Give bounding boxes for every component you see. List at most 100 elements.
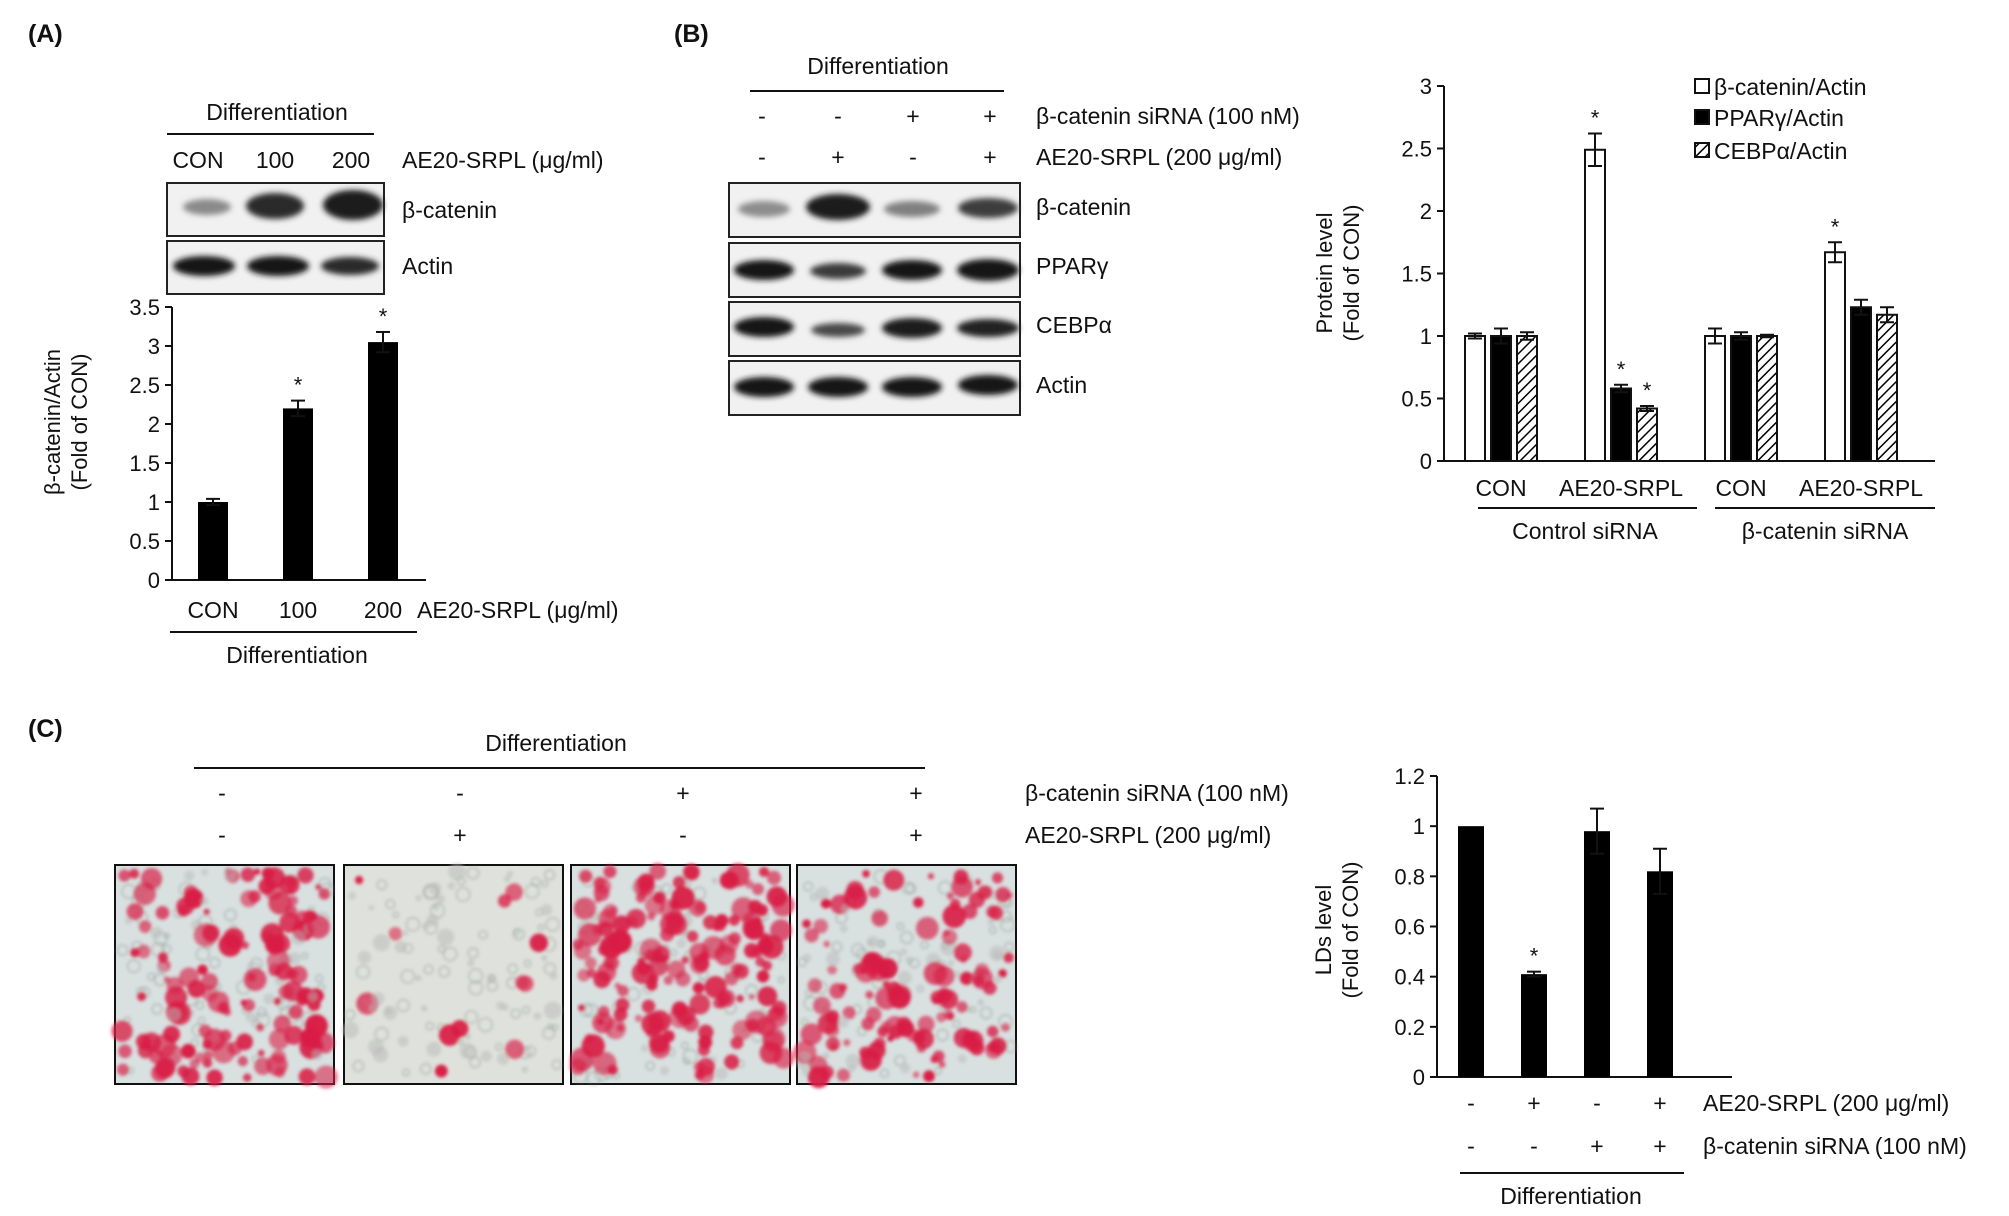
micrograph-droplet xyxy=(669,899,681,910)
micrograph-droplet xyxy=(592,1012,614,1034)
micrograph-droplet xyxy=(946,892,954,900)
chart-c-bar xyxy=(1647,871,1673,1077)
panel-b-differentiation-label: Differentiation xyxy=(807,53,949,79)
micrograph-droplet xyxy=(291,930,306,946)
micrograph-droplet xyxy=(603,955,620,971)
micrograph-droplet xyxy=(715,1067,728,1081)
micrograph-droplet xyxy=(845,1053,860,1069)
micrograph-droplet xyxy=(133,882,156,906)
micrograph-droplet xyxy=(698,1024,714,1040)
micrograph-droplet xyxy=(285,876,297,889)
micrograph-droplet xyxy=(913,1028,934,1050)
micrograph-cell xyxy=(466,866,480,880)
micrograph-droplet xyxy=(736,994,744,1003)
micrograph-droplet xyxy=(593,885,610,902)
micrograph-droplet xyxy=(253,868,261,875)
micrograph-droplet xyxy=(967,1038,979,1050)
micrograph-droplet xyxy=(649,862,667,880)
micrograph-droplet xyxy=(1003,952,1014,963)
micrograph-droplet xyxy=(198,1024,212,1038)
micrograph-droplet xyxy=(758,866,770,878)
micrograph-droplet xyxy=(529,933,549,953)
panel-c-sirna-sign-3: + xyxy=(676,780,689,806)
micrograph-droplet xyxy=(402,929,409,937)
micrograph-droplet xyxy=(938,1061,946,1069)
chart-a-x-label: AE20-SRPL (μg/ml) xyxy=(417,597,619,623)
micrograph-droplet xyxy=(974,878,982,886)
micrograph-droplet xyxy=(865,990,874,999)
micrograph-droplet xyxy=(263,993,275,1005)
micrograph-cell xyxy=(127,959,141,973)
panel-b-ae-label: AE20-SRPL (200 μg/ml) xyxy=(1036,144,1282,170)
micrograph-cell xyxy=(978,999,984,1005)
micrograph-droplet xyxy=(757,986,778,1007)
panel-a-blot-actin xyxy=(166,240,385,295)
micrograph-droplet xyxy=(288,895,299,906)
chart-c-sign: - xyxy=(1530,1133,1538,1159)
micrograph-droplet xyxy=(288,1004,304,1020)
micrograph-droplet xyxy=(116,1063,130,1076)
micrograph-cell xyxy=(224,908,237,922)
chart-b-x-tick-label: AE20-SRPL xyxy=(1799,475,1923,501)
chart-b-bar xyxy=(1610,387,1632,462)
micrograph-cell xyxy=(465,1033,471,1040)
panel-b-band-label-ppar: PPARγ xyxy=(1036,253,1109,279)
chart-a-y-tick-label: 0 xyxy=(148,568,160,593)
micrograph-droplet xyxy=(820,1065,834,1079)
micrograph-cell xyxy=(438,965,451,978)
micrograph-cell xyxy=(800,1018,809,1026)
micrograph-droplet xyxy=(304,1014,328,1038)
micrograph-droplet xyxy=(394,940,408,954)
panel-c-sirna-sign-1: - xyxy=(218,780,226,806)
micrograph-droplet xyxy=(203,1050,213,1061)
micrograph-droplet xyxy=(197,964,208,975)
micrograph-droplet xyxy=(287,887,294,895)
micrograph-droplet xyxy=(836,1015,849,1029)
micrograph-droplet xyxy=(581,1034,605,1058)
chart-b-y-tick-label: 1.5 xyxy=(1401,262,1432,287)
micrograph-cell xyxy=(584,1003,599,1018)
chart-b-x-tick-label: CON xyxy=(1715,475,1766,501)
micrograph-droplet xyxy=(676,938,687,949)
chart-b-x-tick-label: CON xyxy=(1475,475,1526,501)
micrograph-cell xyxy=(356,965,371,979)
micrograph-cell xyxy=(901,881,915,895)
micrograph-cell xyxy=(521,1006,531,1015)
micrograph-droplet xyxy=(899,1062,911,1074)
panel-c-ae-sign-4: + xyxy=(909,822,922,848)
micrograph-droplet xyxy=(206,1069,223,1086)
micrograph-droplet xyxy=(157,952,168,963)
micrograph-cell xyxy=(645,1061,655,1071)
micrograph-droplet xyxy=(274,962,293,981)
chart-c-y-label: LDs level(Fold of CON) xyxy=(1311,862,1363,999)
chart-b-legend-label: PPARγ/Actin xyxy=(1714,105,1844,131)
micrograph-droplet xyxy=(634,1014,643,1023)
micrograph-droplet xyxy=(194,1052,206,1063)
micrograph-cell xyxy=(988,926,997,934)
micrograph-droplet xyxy=(155,906,170,920)
micrograph-droplet xyxy=(126,903,144,921)
micrograph-droplet xyxy=(435,894,446,904)
chart-a-significance: * xyxy=(294,373,303,398)
chart-c-row-label: AE20-SRPL (200 μg/ml) xyxy=(1703,1090,1949,1116)
micrograph-cell xyxy=(376,879,388,891)
micrograph-droplet xyxy=(913,897,924,908)
micrograph-cell xyxy=(804,989,813,998)
micrograph-droplet xyxy=(298,1068,316,1086)
micrograph-droplet xyxy=(193,923,218,947)
panel-b-blot-ppar xyxy=(728,242,1021,298)
micrograph-cell xyxy=(467,960,474,967)
chart-c-significance: * xyxy=(1530,944,1539,969)
micrograph-droplet xyxy=(156,964,167,975)
micrograph-cell xyxy=(467,947,479,959)
panel-b-band-label-actin: Actin xyxy=(1036,372,1087,398)
micrograph-droplet xyxy=(953,943,972,962)
micrograph-droplet xyxy=(257,1049,265,1057)
chart-b-bar xyxy=(1876,313,1898,462)
micrograph-droplet xyxy=(986,1025,999,1038)
micrograph-droplet xyxy=(825,1036,841,1052)
micrograph-droplet xyxy=(743,919,764,940)
micrograph-droplet xyxy=(681,956,690,964)
chart-c-y-tick-label: 0.4 xyxy=(1394,965,1425,990)
micrograph-droplet xyxy=(242,1073,252,1082)
